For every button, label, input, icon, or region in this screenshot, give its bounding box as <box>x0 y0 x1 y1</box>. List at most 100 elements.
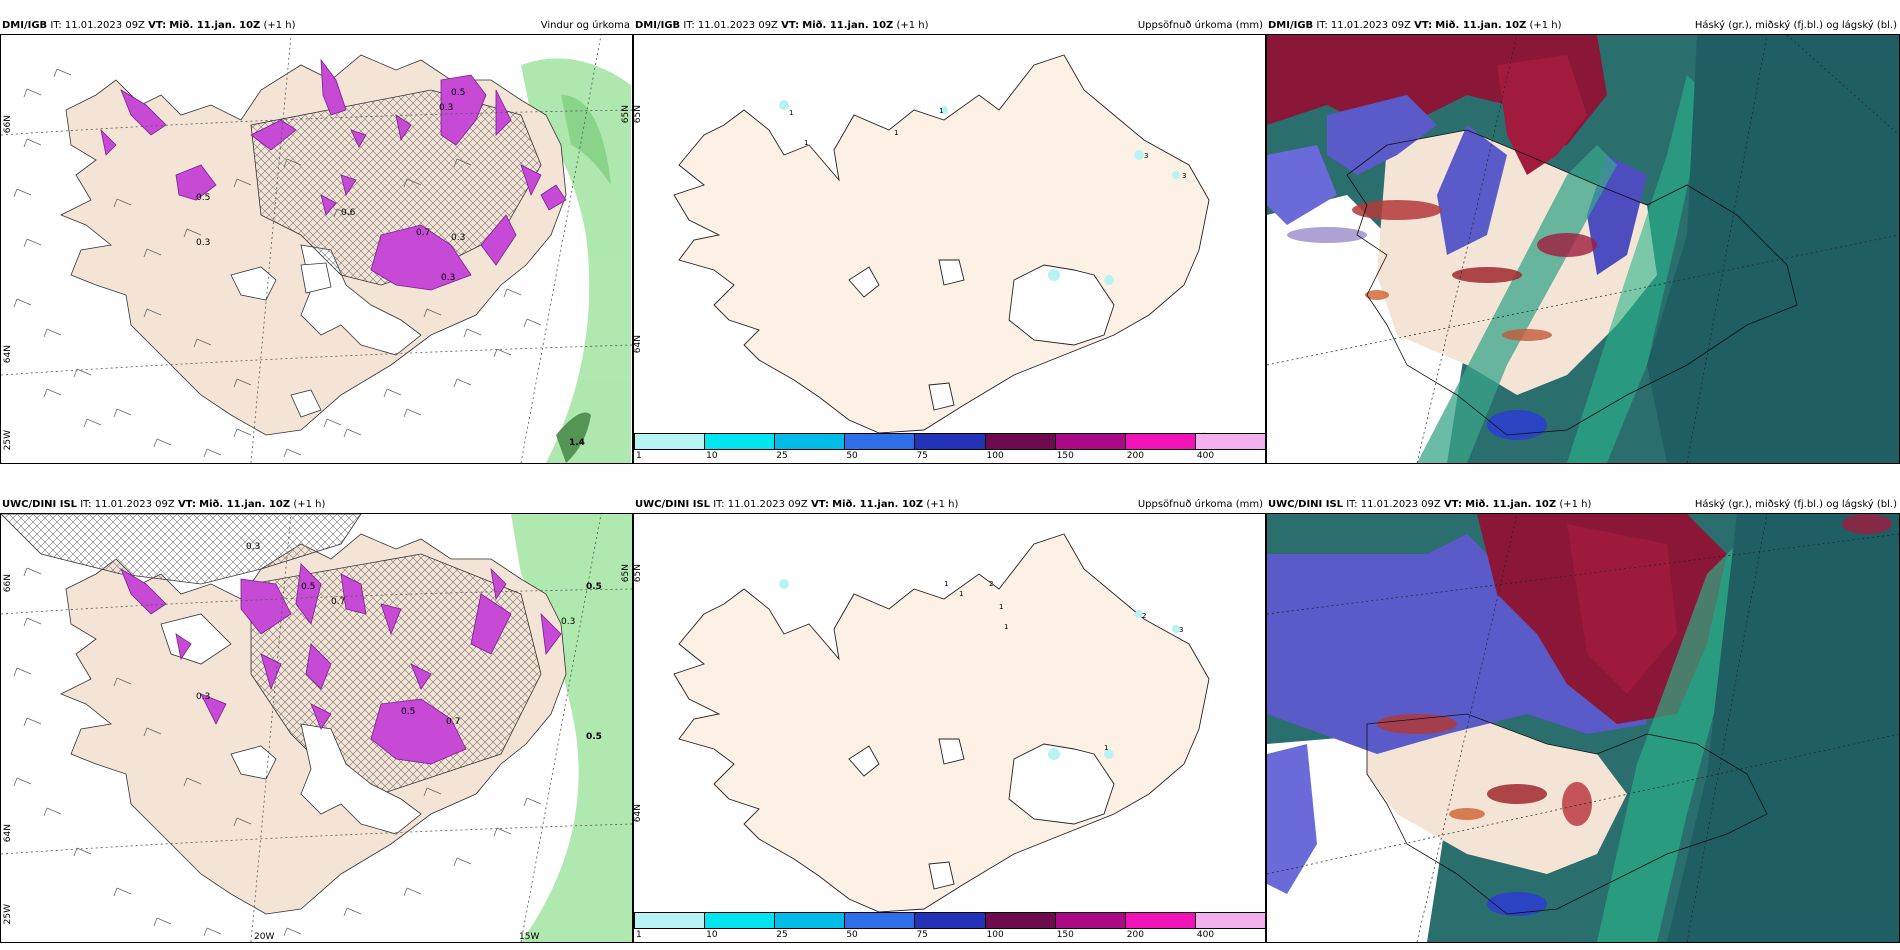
iceland-land <box>1 514 567 915</box>
svg-text:0.7: 0.7 <box>416 228 430 238</box>
cloud-high-layer <box>1497 55 1587 175</box>
colorbar-segment <box>1124 433 1196 450</box>
colorbar-tick-label: 1 <box>636 930 642 940</box>
panel-title: Uppsöfnuð úrkoma (mm) <box>1137 499 1263 510</box>
cloud-mid-layer <box>1267 145 1337 225</box>
colorbar-tick-label: 75 <box>916 451 928 461</box>
panel-cloud-bottom: UWC/DINI ISL IT: 11.01.2023 09Z VT: Mið.… <box>1266 497 1900 943</box>
panel-wind-bottom: UWC/DINI ISL IT: 11.01.2023 09Z VT: Mið.… <box>0 497 633 943</box>
svg-text:0.3: 0.3 <box>439 103 453 113</box>
svg-text:0.3: 0.3 <box>196 692 210 702</box>
lon-label: 20W <box>254 932 275 942</box>
svg-text:3: 3 <box>1182 172 1186 180</box>
model-name: UWC/DINI ISL <box>635 499 711 510</box>
colorbar-tick-label: 1 <box>636 451 642 461</box>
colorbar-segment <box>634 912 706 929</box>
graticule <box>1 35 632 463</box>
valid-time: Mið. 11.jan. 10Z <box>1465 499 1557 510</box>
svg-text:0.3: 0.3 <box>561 617 575 627</box>
panel-title: Háský (gr.), miðský (fj.bl.) og lágský (… <box>1694 20 1897 31</box>
colorbar-segment <box>984 912 1056 929</box>
lat-label: 66N <box>3 574 13 593</box>
colorbar-segment <box>844 912 916 929</box>
colorbar-segment <box>844 433 916 450</box>
panel-header: DMI/IGB IT: 11.01.2023 09Z VT: Mið. 11.j… <box>1266 18 1900 34</box>
graticule <box>1267 514 1899 942</box>
svg-text:0.5: 0.5 <box>451 88 465 98</box>
valid-time: Mið. 11.jan. 10Z <box>199 499 291 510</box>
valid-time: Mið. 11.jan. 10Z <box>169 20 261 31</box>
colorbar-tick-label: 150 <box>1056 451 1074 461</box>
graticule <box>1 514 632 942</box>
svg-text:2: 2 <box>989 580 993 588</box>
ocean-green-precip <box>511 514 632 942</box>
iceland-land <box>673 54 1210 434</box>
map-wind-precip[interactable]: 0.3 0.5 0.7 0.3 0.5 0.7 0.5 0.3 0.5 66N … <box>0 513 633 943</box>
colorbar-segment <box>1054 433 1126 450</box>
svg-text:1.4: 1.4 <box>569 438 585 448</box>
lat-label: 65N <box>633 564 643 583</box>
ocean-green-precip <box>521 58 631 463</box>
svg-text:3: 3 <box>1144 152 1148 160</box>
map-accum-precip[interactable]: 1 1 2 1 1 2 3 1 65N 64N 1 10 25 50 75 100 150 2… <box>633 513 1266 943</box>
init-time: 11.01.2023 09Z <box>1330 20 1411 31</box>
svg-text:0.3: 0.3 <box>196 238 210 248</box>
svg-text:1: 1 <box>944 580 948 588</box>
colorbar: 1 10 25 50 75 100 150 200 400 <box>634 912 1265 942</box>
model-name: DMI/IGB <box>1268 20 1314 31</box>
precip-value-labels: 0.5 0.3 0.6 0.7 0.3 0.5 0.3 0.3 1.4 <box>196 88 585 448</box>
cloud-mid-layer <box>1267 744 1317 894</box>
map-cloud-cover[interactable] <box>1266 513 1900 943</box>
svg-text:0.3: 0.3 <box>441 273 455 283</box>
colorbar-segment <box>914 433 986 450</box>
panel-title: Háský (gr.), miðský (fj.bl.) og lágský (… <box>1694 499 1897 510</box>
map-accum-precip[interactable]: 1 1 1 1 3 3 1 65N 64N 1 10 25 50 75 100 150 200… <box>633 34 1266 464</box>
colorbar-tick-label: 50 <box>846 930 858 940</box>
panel-title: Uppsöfnuð úrkoma (mm) <box>1137 20 1263 31</box>
lat-label: 65N <box>621 105 631 124</box>
colorbar-segment <box>774 912 846 929</box>
colorbar-segment <box>984 433 1056 450</box>
colorbar-segment <box>1194 912 1265 929</box>
map-cloud-cover[interactable] <box>1266 34 1900 464</box>
svg-text:0.5: 0.5 <box>196 193 210 203</box>
cloud-mid-layer <box>1437 125 1507 255</box>
cloud-green-band <box>1597 544 1737 942</box>
colorbar-tick-label: 400 <box>1196 451 1215 461</box>
svg-text:0.5: 0.5 <box>401 707 415 717</box>
panel-header: DMI/IGB IT: 11.01.2023 09Z VT: Mið. 11.j… <box>633 18 1266 34</box>
lat-label: 65N <box>621 564 631 583</box>
svg-text:1: 1 <box>789 109 793 117</box>
map-wind-precip[interactable]: 0.5 0.3 0.6 0.7 0.3 0.5 0.3 0.3 1.4 66N … <box>0 34 633 464</box>
panel-title: Vindur og úrkoma <box>540 20 630 31</box>
colorbar-segment <box>634 433 706 450</box>
svg-text:0.5: 0.5 <box>301 582 315 592</box>
cloud-green-band <box>1417 145 1617 463</box>
colorbar-tick-label: 10 <box>706 930 718 940</box>
init-time: 11.01.2023 09Z <box>697 20 778 31</box>
precip-areas <box>100 58 567 291</box>
svg-text:0.7: 0.7 <box>331 597 345 607</box>
colorbar-tick-label: 10 <box>706 451 718 461</box>
svg-text:0.3: 0.3 <box>246 542 260 552</box>
lat-label: 64N <box>633 335 643 354</box>
cloud-green-band <box>1567 75 1707 463</box>
colorbar-segment <box>704 912 776 929</box>
colorbar-segment <box>1194 433 1265 450</box>
colorbar-segment <box>774 433 846 450</box>
colorbar-tick-label: 25 <box>776 451 788 461</box>
colorbar-tick-label: 25 <box>776 930 788 940</box>
cloud-mid-layer <box>1327 95 1437 175</box>
svg-text:0.6: 0.6 <box>341 208 356 218</box>
panel-accum-bottom: UWC/DINI ISL IT: 11.01.2023 09Z VT: Mið.… <box>633 497 1266 943</box>
colorbar-tick-label: 200 <box>1126 930 1144 940</box>
svg-text:0.5: 0.5 <box>586 732 602 742</box>
lat-label: 66N <box>3 115 13 134</box>
coastline <box>1366 713 1768 915</box>
init-time: 11.01.2023 09Z <box>1360 499 1441 510</box>
cloud-high-layer <box>1567 524 1677 694</box>
svg-text:0.3: 0.3 <box>451 233 465 243</box>
colorbar-tick-label: 75 <box>916 930 928 940</box>
colorbar-tick-label: 200 <box>1126 451 1144 461</box>
lon-label: 15W <box>519 932 540 942</box>
